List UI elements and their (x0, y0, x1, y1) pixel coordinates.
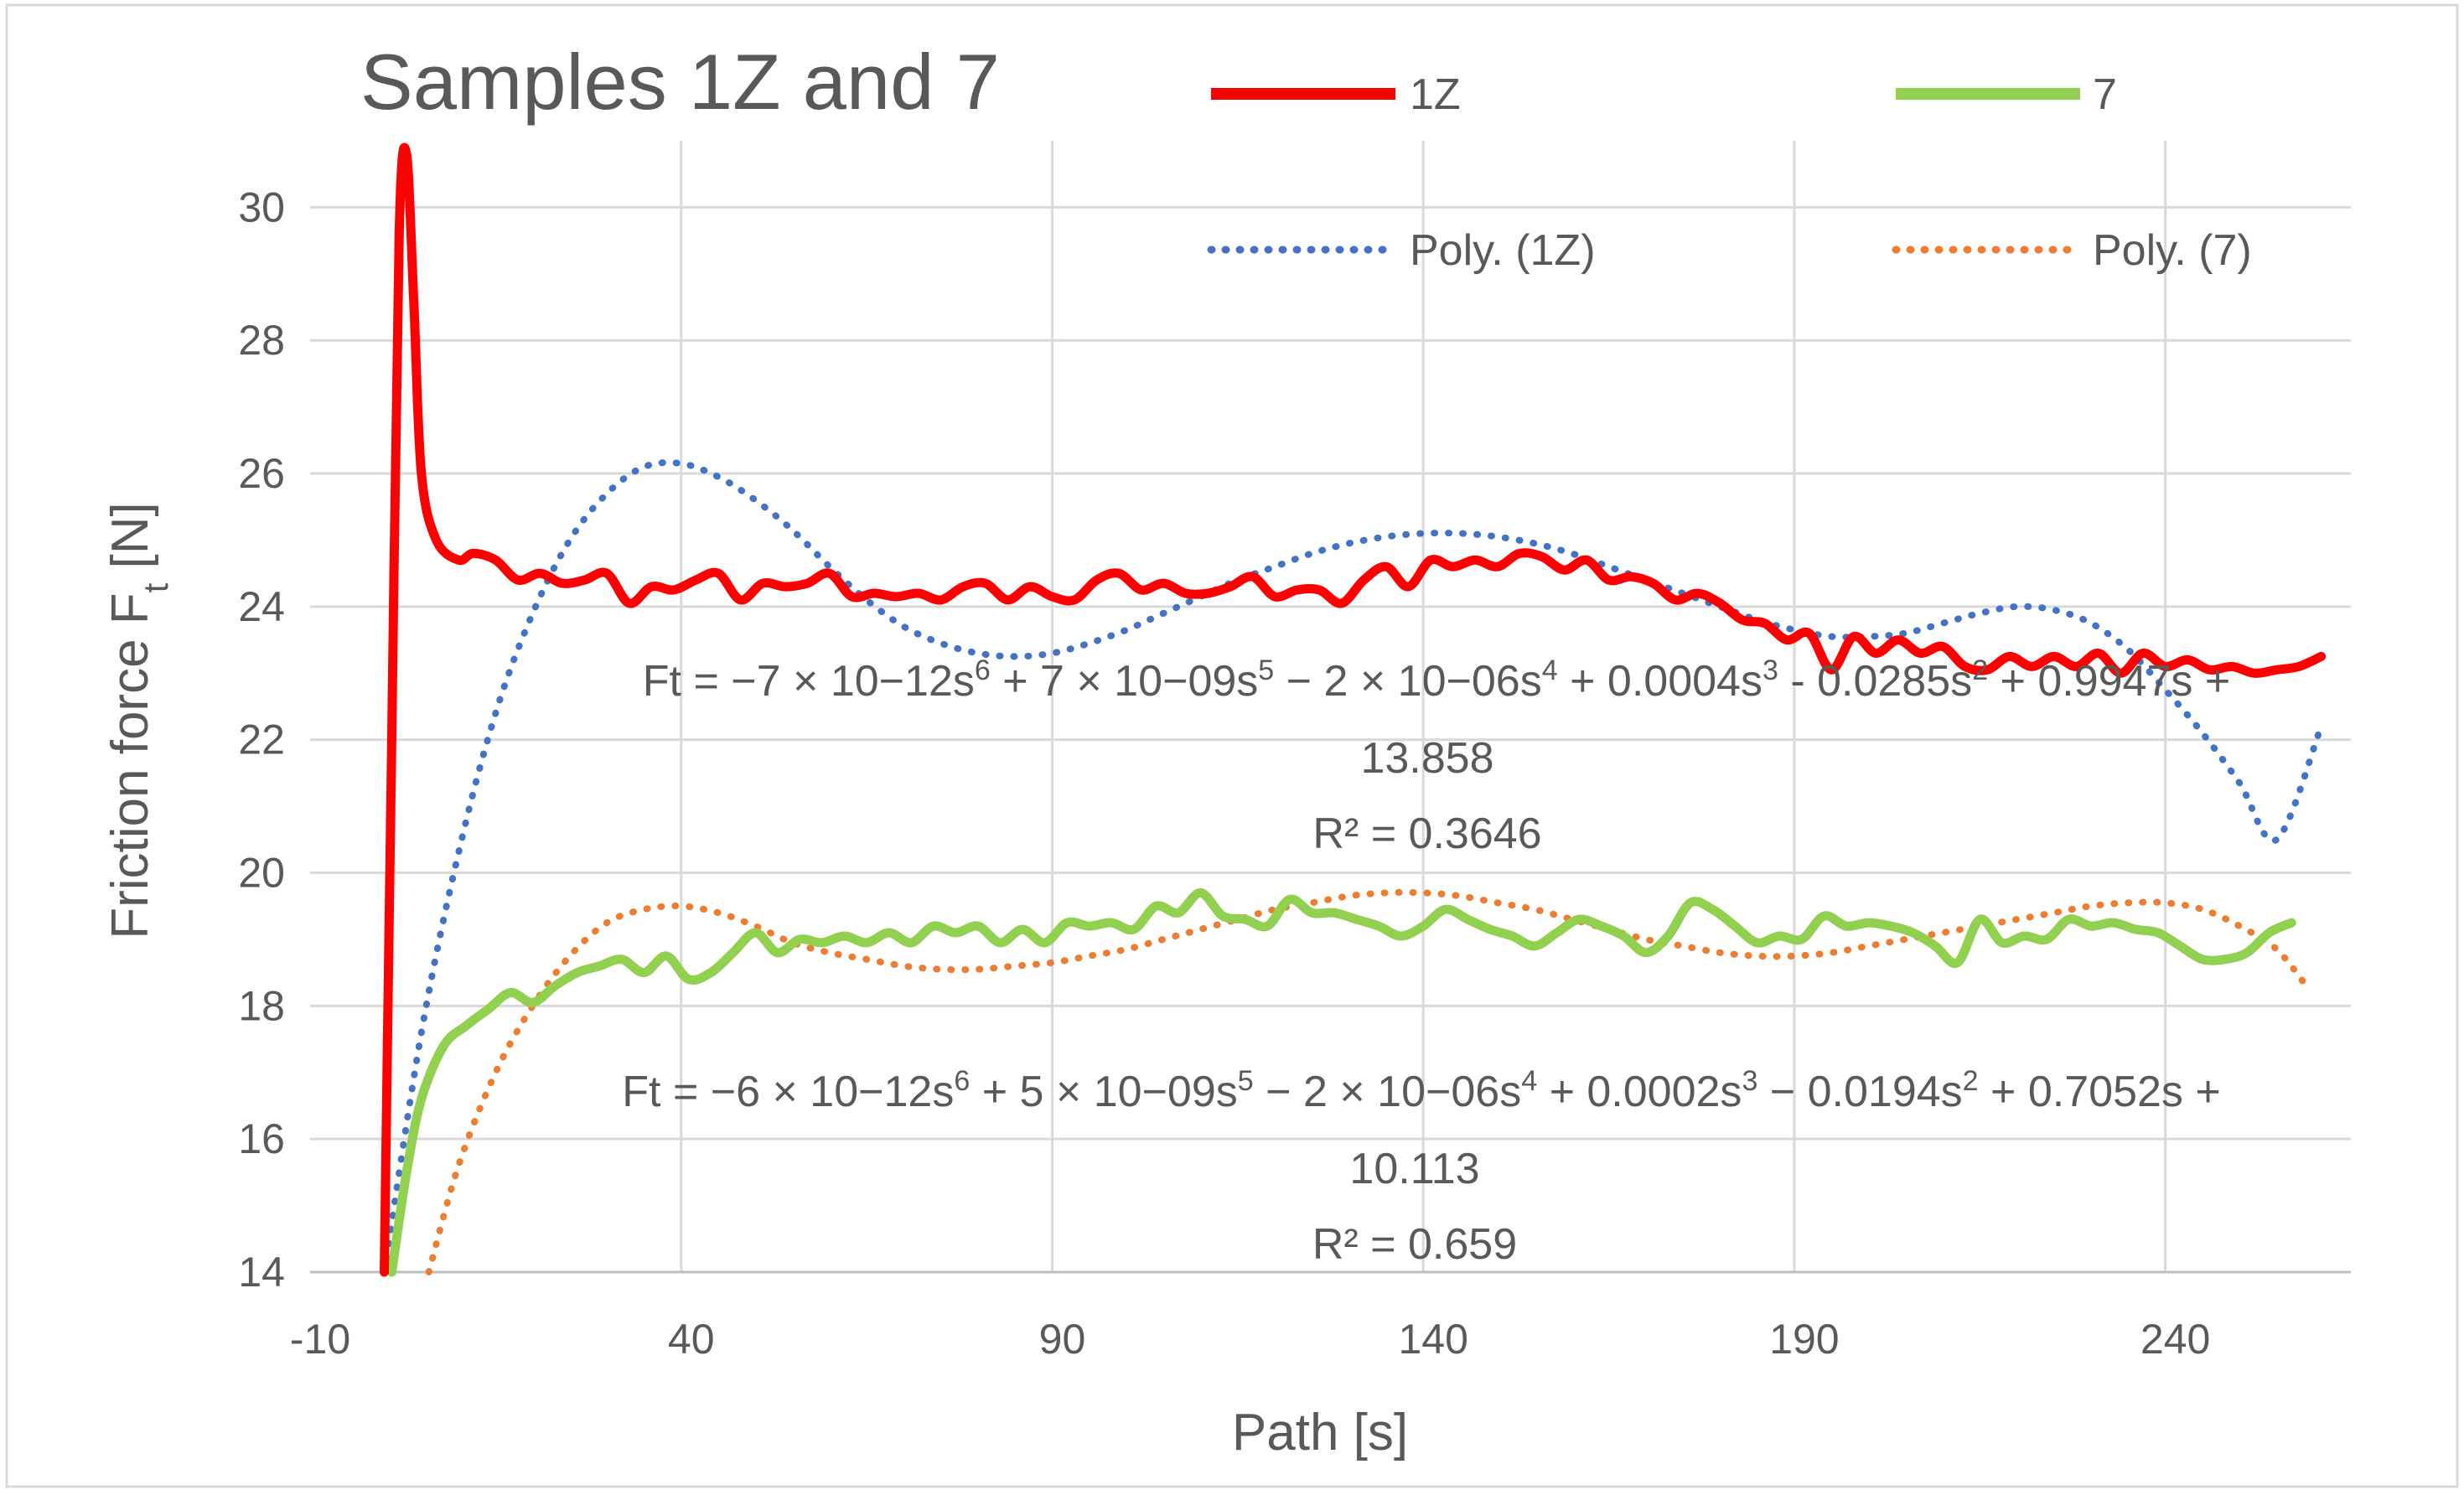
chart-title: Samples 1Z and 7 (360, 38, 1000, 126)
y-axis-title: Friction force Ft [N] (101, 502, 175, 939)
chart-border (5, 3, 2459, 1488)
y-tick-label: 20 (238, 850, 285, 897)
trendline-equation-7: Ft = −6 × 10−12s6 + 5 × 10−09s5 − 2 × 10… (622, 1065, 2220, 1269)
equation-7-line2: 10.113 (1349, 1145, 1479, 1193)
y-tick-label: 22 (238, 716, 285, 763)
y-tick-label: 18 (238, 982, 285, 1029)
series-line-7 (386, 887, 2296, 1277)
x-tick-label: 140 (1398, 1316, 1468, 1363)
trendline-poly-1z (380, 458, 2325, 1275)
legend-label-poly-1z: Poly. (1Z) (1410, 226, 1596, 275)
tick-labels: 14 16 18 20 22 24 26 28 30 -10 40 90 140 190 240 (238, 184, 2210, 1363)
y-tick-label: 16 (238, 1115, 285, 1162)
x-tick-label: 240 (2140, 1316, 2210, 1363)
y-tick-label: 14 (238, 1249, 285, 1296)
x-tick-label: 90 (1039, 1316, 1086, 1363)
equation-1z-line2: 13.858 (1360, 734, 1493, 783)
equation-1z-r2: R² = 0.3646 (1312, 810, 1541, 858)
x-axis-title: Path [s] (1232, 1404, 1408, 1461)
x-tick-label: 190 (1769, 1316, 1839, 1363)
x-tick-label: 40 (668, 1316, 715, 1363)
equation-1z-line1: Ft = −7 × 10−12s6 + 7 × 10−09s5 − 2 × 10… (643, 654, 2230, 706)
y-tick-label: 30 (238, 184, 285, 230)
trendline-equation-1z: Ft = −7 × 10−12s6 + 7 × 10−09s5 − 2 × 10… (643, 654, 2230, 858)
series-lines (380, 142, 2327, 1277)
legend-label-1z: 1Z (1410, 70, 1461, 119)
legend-label-poly-7: Poly. (7) (2093, 226, 2252, 275)
legend-label-7: 7 (2093, 70, 2117, 119)
equation-7-line1: Ft = −6 × 10−12s6 + 5 × 10−09s5 − 2 × 10… (622, 1065, 2220, 1116)
y-tick-label: 24 (238, 583, 285, 630)
x-tick-label: -10 (290, 1316, 350, 1363)
equation-7-r2: R² = 0.659 (1312, 1220, 1517, 1269)
series-line-1z (380, 142, 2327, 1277)
y-tick-label: 28 (238, 317, 285, 364)
y-tick-label: 26 (238, 450, 285, 497)
legend: 1Z 7 Poly. (1Z) Poly. (7) (1207, 70, 2252, 275)
gridlines (310, 141, 2351, 1274)
